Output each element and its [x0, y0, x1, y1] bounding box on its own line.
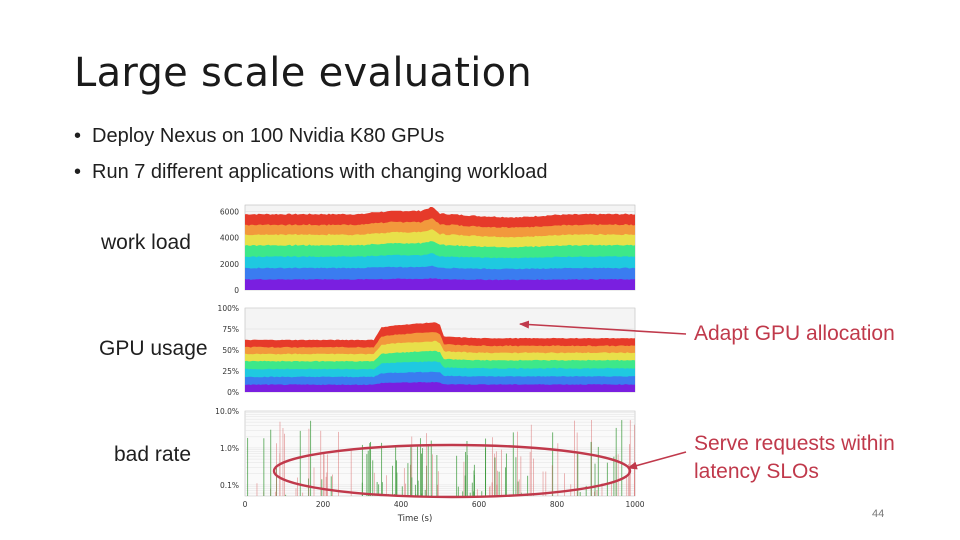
gpu-ytick-label: 0% — [227, 388, 239, 397]
bullet-item: • Deploy Nexus on 100 Nvidia K80 GPUs — [74, 118, 547, 154]
bad-rate-annotation-line2: latency SLOs — [694, 460, 819, 483]
workload-ytick-label: 0 — [234, 286, 239, 295]
slide-title: Large scale evaluation — [74, 50, 533, 96]
workload-chart: 0 2000 4000 6000 — [220, 204, 636, 295]
bullet-item: • Run 7 different applications with chang… — [74, 154, 547, 190]
bad-rate-xaxis-label: Time (s) — [397, 514, 433, 524]
bullet-marker: • — [74, 125, 82, 147]
bad-rate-ytick-label: 1.0% — [220, 444, 239, 453]
bad-rate-xtick-label: 200 — [316, 500, 331, 509]
slo-highlight-ellipse — [272, 443, 632, 499]
gpu-ytick-label: 75% — [222, 325, 239, 334]
bullet-marker: • — [74, 161, 82, 183]
page-number: 44 — [872, 508, 885, 520]
workload-row-label: work load — [101, 231, 191, 254]
gpu-usage-row-label: GPU usage — [99, 337, 208, 360]
gpu-annotation-arrow — [519, 320, 687, 335]
bad-rate-row-label: bad rate — [114, 443, 192, 466]
workload-ytick-label: 6000 — [220, 208, 239, 217]
bad-rate-ytick-label: 10.0% — [215, 407, 239, 416]
bad-rate-annotation-arrow — [627, 451, 687, 470]
gpu-ytick-label: 100% — [218, 304, 239, 313]
bullet-list: • Deploy Nexus on 100 Nvidia K80 GPUs • Ru… — [74, 118, 547, 190]
gpu-usage-chart: 0% 25% 50% 75% 100% — [218, 304, 636, 397]
gpu-ytick-label: 25% — [222, 367, 239, 376]
bad-rate-annotation-line1: Serve requests within — [694, 432, 895, 455]
bad-rate-chart: 0.1% 1.0% 10.0% 0 200 400 600 800 1000 Time (s) — [215, 407, 645, 524]
bullet-text: Deploy Nexus on 100 Nvidia K80 GPUs — [92, 125, 445, 147]
bad-rate-ytick-label: 0.1% — [220, 481, 239, 490]
gpu-ytick-label: 50% — [222, 346, 239, 355]
gpu-series-band-1 — [245, 381, 635, 392]
gpu-annotation: Adapt GPU allocation — [694, 322, 895, 345]
workload-ytick-label: 4000 — [220, 234, 239, 243]
bad-rate-xtick-label: 600 — [472, 500, 487, 509]
bad-rate-xtick-label: 1000 — [625, 500, 644, 509]
bullet-text: Run 7 different applications with changi… — [92, 161, 548, 183]
bad-rate-xtick-label: 400 — [394, 500, 409, 509]
workload-series-band-1 — [245, 278, 635, 290]
bad-rate-xtick-label: 0 — [243, 500, 248, 509]
workload-ytick-label: 2000 — [220, 260, 239, 269]
annotation-overlay — [272, 320, 687, 499]
bad-rate-xtick-label: 800 — [550, 500, 565, 509]
